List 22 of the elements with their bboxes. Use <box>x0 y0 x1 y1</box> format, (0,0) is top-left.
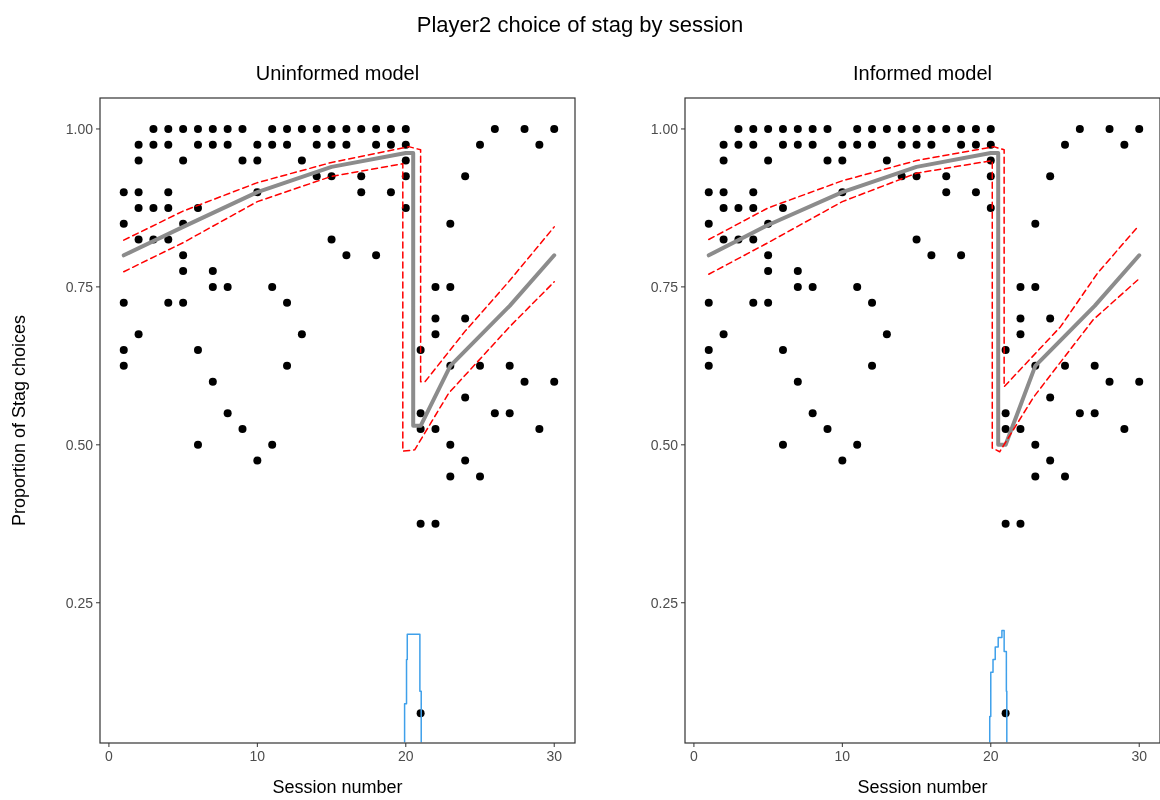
x-tick-label: 10 <box>834 748 851 764</box>
x-tick-label: 30 <box>546 748 563 764</box>
y-tick-label: 0.25 <box>650 594 679 611</box>
x-tick-label: 0 <box>105 748 114 764</box>
x-tick-label: 20 <box>397 748 414 764</box>
chart-title: Uninformed model <box>255 62 420 84</box>
x-axis-title: Session number <box>272 777 403 797</box>
y-tick-label: 0.50 <box>65 436 94 453</box>
y-tick-label: 0.75 <box>65 278 94 295</box>
y-tick-label: 1.00 <box>65 120 94 137</box>
y-tick-label: 0.25 <box>65 594 94 611</box>
x-tick-label: 30 <box>1131 748 1148 764</box>
x-axis-title: Session number <box>857 777 988 797</box>
text: Player2 choice of stag by session <box>416 12 744 37</box>
y-tick-label: 1.00 <box>650 120 679 137</box>
y-tick-label: 0.75 <box>650 278 679 295</box>
x-tick-label: 20 <box>982 748 999 764</box>
y-tick-label: 0.50 <box>650 436 679 453</box>
x-tick-label: 10 <box>249 748 266 764</box>
x-tick-label: 0 <box>690 748 699 764</box>
y-axis-title: Proportion of Stag choices <box>9 314 29 527</box>
chart-title: Informed model <box>853 62 992 84</box>
